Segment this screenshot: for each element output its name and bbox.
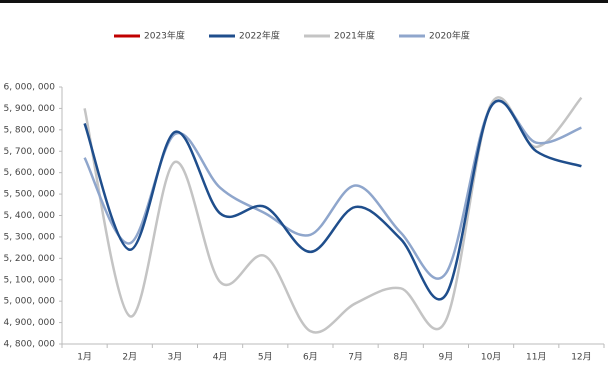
x-tick-label: 5月	[258, 352, 273, 363]
series-line	[83, 96, 583, 334]
x-tick-label: 6月	[303, 352, 318, 363]
x-tick-label: 7月	[348, 352, 363, 363]
series-line	[83, 99, 582, 301]
top-bar	[0, 0, 608, 3]
x-tick-label: 9月	[439, 352, 454, 363]
y-tick-label: 5, 100, 000	[3, 275, 55, 285]
y-tick-label: 5, 000, 000	[3, 297, 55, 307]
x-tick-label: 4月	[213, 352, 228, 363]
x-tick-label: 1月	[77, 352, 92, 363]
y-tick-label: 4, 900, 000	[3, 318, 55, 328]
y-tick-label: 5, 300, 000	[3, 232, 55, 242]
legend-label: 2022年度	[239, 30, 280, 42]
series-line	[83, 100, 582, 280]
x-tick-label: 3月	[168, 352, 183, 363]
y-tick-label: 5, 900, 000	[3, 104, 55, 114]
x-tick-label: 8月	[393, 352, 408, 363]
y-tick-label: 4, 800, 000	[3, 340, 55, 350]
x-tick-label: 12月	[571, 352, 591, 363]
y-tick-label: 5, 600, 000	[3, 168, 55, 178]
y-tick-label: 5, 800, 000	[3, 125, 55, 135]
legend-label: 2020年度	[429, 30, 470, 42]
legend-label: 2023年度	[144, 30, 185, 42]
y-tick-label: 6, 000, 000	[3, 83, 55, 93]
legend-label: 2021年度	[334, 30, 375, 42]
y-tick-label: 5, 500, 000	[3, 190, 55, 200]
y-tick-label: 5, 200, 000	[3, 254, 55, 264]
x-tick-label: 11月	[526, 352, 546, 363]
x-tick-label: 2月	[122, 352, 137, 363]
y-tick-label: 5, 700, 000	[3, 147, 55, 157]
x-tick-label: 10月	[481, 352, 501, 363]
y-tick-label: 5, 400, 000	[3, 211, 55, 221]
